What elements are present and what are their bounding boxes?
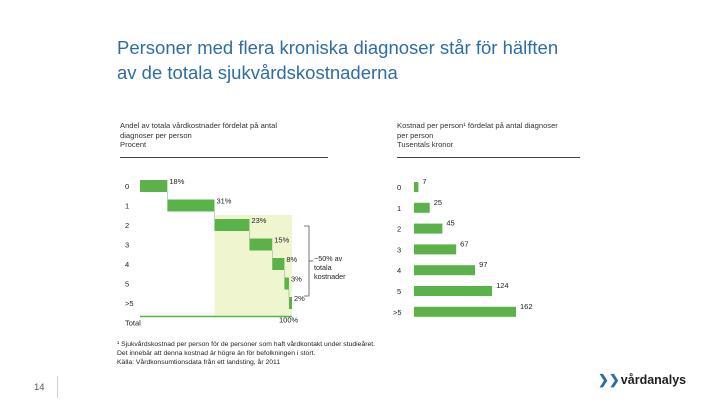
waterfall-value-label: 8% bbox=[286, 255, 297, 264]
cost-bar bbox=[414, 182, 419, 192]
waterfall-bar bbox=[249, 238, 273, 251]
waterfall-value-label: 2% bbox=[294, 294, 305, 303]
page-number: 14 bbox=[34, 382, 45, 393]
right-divider bbox=[397, 157, 580, 158]
waterfall-bar bbox=[140, 180, 168, 192]
waterfall-category-label: 0 bbox=[125, 182, 129, 191]
footnote-line: Det innebär att denna kostnad är högre ä… bbox=[117, 350, 316, 357]
cost-value-label: 25 bbox=[434, 198, 442, 207]
right-chart-subtitle: Kostnad per person¹ fördelat på antal di… bbox=[397, 121, 558, 150]
bracket-label-line: kostnader bbox=[314, 272, 346, 281]
cost-category-label: 4 bbox=[397, 266, 401, 275]
cost-category-label: 2 bbox=[397, 225, 401, 234]
waterfall-bar bbox=[284, 277, 289, 290]
cost-value-label: 45 bbox=[446, 219, 454, 228]
waterfall-value-label: 15% bbox=[274, 236, 289, 245]
cost-bar bbox=[414, 244, 457, 255]
cost-category-label: >5 bbox=[393, 308, 402, 317]
waterfall-category-label: 3 bbox=[125, 241, 129, 250]
left-chart-subtitle: Andel av totala vårdkostnader fördelat p… bbox=[120, 121, 277, 150]
left-subtitle-line: Procent bbox=[120, 140, 147, 149]
waterfall-value-label: 18% bbox=[169, 177, 184, 186]
cost-category-label: 0 bbox=[397, 183, 401, 192]
cost-per-person-chart: 0 7 1 25 2 45 3 67 4 97 5 124 >5 162 bbox=[393, 177, 533, 317]
right-subtitle-line: Tusentals kronor bbox=[397, 140, 454, 149]
footnote: ¹ Sjukvårdskostnad per person för de per… bbox=[117, 340, 375, 367]
cost-category-label: 3 bbox=[397, 245, 401, 254]
left-subtitle-line: diagnoser per person bbox=[120, 130, 192, 140]
waterfall-category-label: 2 bbox=[125, 221, 129, 230]
waterfall-value-label: 31% bbox=[216, 197, 231, 206]
title-line-2: av de totala sjukvårdskostnaderna bbox=[117, 62, 398, 83]
bracket-label-line: ~50% av bbox=[314, 254, 343, 263]
waterfall-bar bbox=[288, 297, 292, 309]
waterfall-value-label: 23% bbox=[251, 216, 266, 225]
logo-mark-icon: ❯❯ bbox=[598, 372, 620, 387]
waterfall-category-label: 4 bbox=[125, 260, 129, 269]
cost-bar bbox=[414, 265, 476, 276]
title-line-1: Personer med flera kroniska diagnoser st… bbox=[117, 37, 559, 58]
waterfall-bar bbox=[272, 258, 285, 270]
cost-value-label: 124 bbox=[496, 281, 509, 290]
right-subtitle-line: per person bbox=[397, 130, 434, 140]
waterfall-category-label: 1 bbox=[125, 202, 129, 211]
cost-value-label: 97 bbox=[479, 260, 487, 269]
logo-text: vårdanalys bbox=[620, 373, 687, 387]
footnote-line: ¹ Sjukvårdskostnad per person för de per… bbox=[117, 341, 376, 348]
footnote-line: Källa: Vårdkonsumtionsdata från ett land… bbox=[117, 359, 281, 366]
cost-category-label: 1 bbox=[397, 204, 401, 213]
cost-value-label: 162 bbox=[520, 302, 533, 311]
waterfall-bar bbox=[214, 219, 250, 231]
cost-bar bbox=[414, 223, 443, 234]
waterfall-value-label: 100% bbox=[279, 316, 299, 325]
bracket-line bbox=[304, 225, 310, 297]
waterfall-chart: 0 18% 1 31% 2 23% 3 15% 4 8% 5 3% >5 2% Total 100% bbox=[125, 177, 305, 328]
right-subtitle-line: Kostnad per person¹ fördelat på antal di… bbox=[397, 121, 558, 130]
page-title: Personer med flera kroniska diagnoser st… bbox=[117, 35, 677, 85]
waterfall-bar bbox=[167, 199, 215, 212]
half-cost-bracket: ~50% av totala kostnader bbox=[304, 225, 346, 297]
cost-bar bbox=[414, 306, 516, 317]
left-subtitle-line: Andel av totala vårdkostnader fördelat p… bbox=[120, 121, 278, 130]
cost-bar bbox=[414, 286, 493, 296]
cost-value-label: 7 bbox=[422, 177, 426, 186]
cost-category-label: 5 bbox=[397, 287, 401, 296]
left-divider bbox=[120, 157, 328, 158]
cost-value-label: 67 bbox=[460, 239, 468, 248]
waterfall-category-label: 5 bbox=[125, 280, 129, 289]
page-number-divider bbox=[57, 376, 58, 398]
bracket-label-line: totala bbox=[314, 263, 332, 272]
vardanalys-logo: ❯❯vårdanalys bbox=[598, 372, 686, 388]
cost-bar bbox=[414, 202, 430, 213]
waterfall-value-label: 3% bbox=[291, 275, 302, 284]
waterfall-category-label: >5 bbox=[125, 299, 134, 308]
waterfall-category-label: Total bbox=[125, 319, 141, 328]
